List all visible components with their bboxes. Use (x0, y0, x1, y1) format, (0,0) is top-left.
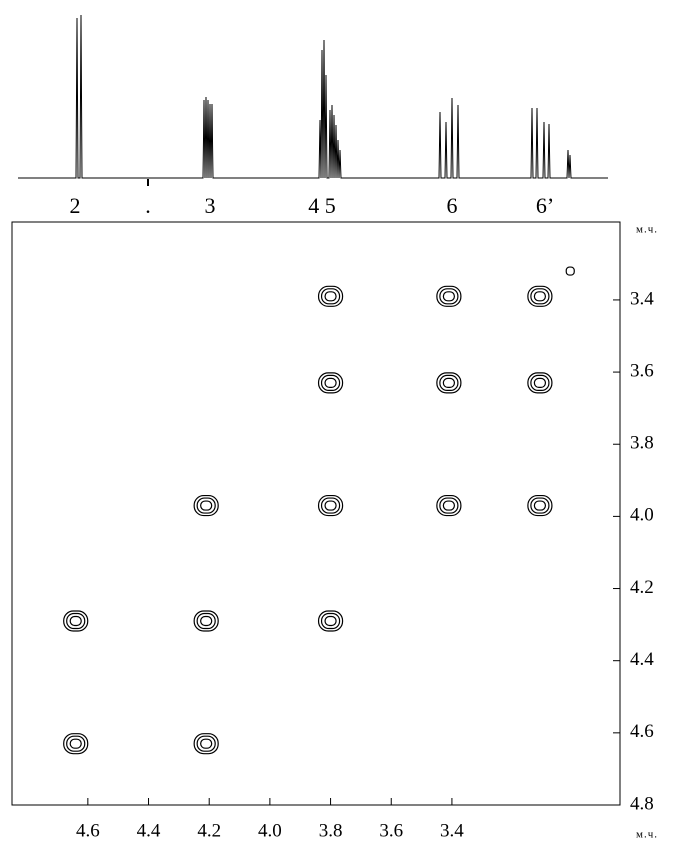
peak-label: 3 (205, 193, 216, 218)
peak-label: 2 (70, 193, 81, 218)
cross-peak-contour (530, 497, 550, 514)
cross-peak-contour (436, 285, 462, 307)
y-tick-label: 4.0 (630, 505, 654, 526)
cross-peak-contour (196, 497, 216, 514)
cross-peak-contour (527, 372, 553, 394)
peak-label: 6 (447, 193, 458, 218)
x-tick-label: 3.4 (440, 820, 464, 841)
cross-peak-contour (69, 738, 82, 749)
cross-peak-contour (200, 615, 213, 627)
cross-peak-contour (533, 377, 547, 389)
y-tick-label: 4.4 (630, 649, 654, 670)
cross-peak-contour (442, 291, 455, 302)
cross-peak-contour (530, 374, 550, 392)
cross-peak-contour (436, 372, 462, 394)
cross-peak-contour (63, 610, 89, 632)
cross-peak-contour (193, 494, 219, 517)
cross-peak-contour (565, 266, 575, 276)
cross-peak-contour (317, 610, 344, 632)
cross-peak-contour (193, 733, 219, 755)
cross-peak-contour (320, 612, 341, 630)
cross-peak-contour (324, 377, 337, 389)
y-tick-label: 4.6 (630, 721, 654, 742)
cross-peak-contour (320, 288, 341, 305)
cross-peak-contour (533, 291, 547, 302)
cross-peak-contour (324, 500, 337, 511)
x-tick-label: 3.6 (379, 820, 403, 841)
cross-peak-contour (200, 500, 213, 511)
cross-peak-contour (439, 288, 459, 305)
cross-peak-contour (317, 494, 344, 517)
cross-peak-contour (196, 735, 216, 752)
cross-peak-contour (193, 610, 219, 632)
y-tick-label: 4.2 (630, 577, 654, 598)
peak-label: 4 5 (308, 193, 336, 218)
cross-peak-contour (317, 285, 344, 307)
cross-peak-contour (196, 612, 216, 630)
x-axis-label: м.ч. (636, 829, 658, 841)
x-tick-label: 4.6 (76, 820, 100, 841)
x-tick-label: 3.8 (319, 820, 343, 841)
cross-peak-contour (530, 288, 550, 305)
plot-frame (11, 221, 621, 806)
peak-label: 6’ (536, 193, 554, 218)
cross-peak-contour (320, 497, 341, 514)
y-tick-label: 3.4 (630, 288, 654, 309)
cross-peak-contour (63, 733, 89, 755)
cross-peak-contour (442, 377, 455, 389)
y-tick-label: 4.8 (630, 793, 654, 814)
x-tick-label: 4.0 (258, 820, 282, 841)
cross-peak-contour (527, 285, 553, 307)
cross-peak-contour (527, 494, 553, 517)
cross-peak-contour (442, 500, 455, 511)
y-tick-label: 3.8 (630, 433, 654, 454)
cross-peak-contour (66, 612, 86, 630)
y-axis-label: м.ч. (636, 224, 658, 236)
peak-label: . (145, 193, 151, 218)
cross-peak-contour (317, 372, 344, 394)
x-tick-label: 4.4 (137, 820, 161, 841)
cross-peak-contour (436, 494, 462, 517)
cross-peak-contour (439, 374, 459, 392)
spectrum-trace (18, 14, 608, 179)
cross-peak-contour (69, 615, 82, 627)
cross-peak-contour (533, 500, 547, 511)
cross-peak-contour (320, 374, 341, 392)
cross-peak-contour (66, 735, 86, 752)
cross-peak-contour (324, 615, 337, 627)
cross-peak-contour (324, 291, 337, 302)
cross-peak-contour (439, 497, 459, 514)
x-tick-label: 4.2 (197, 820, 221, 841)
y-tick-label: 3.6 (630, 360, 654, 381)
cross-peak-contour (200, 738, 213, 749)
